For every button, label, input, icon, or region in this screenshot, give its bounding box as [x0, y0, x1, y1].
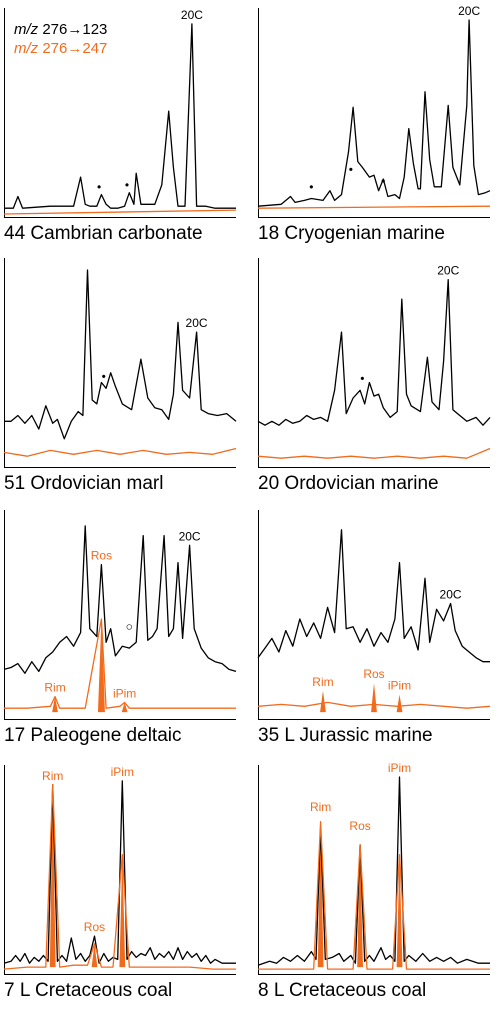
chart-plot-8: Rim Ros iPim: [257, 761, 490, 975]
legend-entry-123: m/z 276→123: [14, 20, 107, 39]
series-line-276-247: [257, 205, 491, 209]
chart-title: 18 Cryogenian marine: [258, 223, 445, 244]
shaded-peak-ipim: [396, 694, 403, 713]
chart-plot-2: 20C • • •: [257, 4, 491, 218]
series-line-276-247: [257, 447, 491, 459]
shaded-peak-ipim: [119, 854, 126, 968]
shaded-peak-ros: [97, 619, 105, 713]
peak-label-20c: 20C: [437, 264, 459, 278]
shaded-peak-rim: [317, 821, 324, 968]
chart-title: 51 Ordovician marl: [4, 473, 164, 494]
chart-title: 35 L Jurassic marine: [258, 725, 433, 746]
chart-plot-5: 20C Ros Rim iPim ○: [3, 510, 237, 720]
chart-panel-5: 20C Ros Rim iPim ○ 17 Paleogene deltaic: [3, 510, 237, 754]
legend-entry-247: m/z 276→247: [14, 39, 107, 58]
series-line-276-123: [4, 269, 237, 440]
chart-title: 17 Paleogene deltaic: [4, 725, 182, 746]
peak-label-20c: 20C: [179, 529, 201, 543]
legend-entry-123-label: 276→123: [38, 21, 108, 38]
filled-dot-marker: •: [125, 178, 129, 192]
series-line-276-123: [3, 780, 236, 964]
chart-title: 44 Cambrian carbonate: [4, 223, 203, 244]
peak-label-rim: Rim: [42, 769, 63, 783]
shaded-peak-rim: [52, 696, 58, 713]
peak-label-ipim: iPim: [388, 679, 411, 693]
filled-dot-marker: •: [102, 370, 106, 384]
series-line-276-247: [3, 784, 236, 970]
peak-label-rim: Rim: [44, 681, 65, 695]
series-line-276-247: [4, 618, 236, 709]
chart-title: 20 Ordovician marine: [258, 473, 439, 494]
shaded-peak-rim: [49, 784, 56, 968]
series-line-276-123: [3, 525, 237, 674]
chart-panel-8: Rim Ros iPim 8 L Cretaceous coal: [257, 761, 490, 1009]
peak-label-ipim: iPim: [388, 761, 411, 775]
shaded-peak-ros: [357, 844, 363, 968]
series-line-276-247: [3, 447, 237, 457]
filled-dot-marker: •: [360, 372, 364, 386]
peak-label-ros: Ros: [84, 920, 105, 934]
chart-panel-1: 20C • • 44 Cambrian carbonate: [3, 8, 237, 252]
peak-label-20c: 20C: [458, 4, 480, 18]
chart-plot-3: 20C •: [3, 258, 237, 468]
peak-label-ros: Ros: [91, 549, 112, 563]
series-line-276-123: [257, 776, 490, 966]
peak-label-20c: 20C: [181, 8, 203, 22]
series-line-276-247: [3, 209, 237, 215]
chart-panel-3: 20C • 51 Ordovician marl: [3, 258, 237, 502]
open-circle-marker: ○: [126, 620, 133, 634]
series-line-276-123: [257, 529, 490, 663]
chart-panel-2: 20C • • • 18 Cryogenian marine: [257, 4, 491, 252]
peak-label-rim: Rim: [312, 675, 333, 689]
peak-label-ros: Ros: [363, 667, 384, 681]
chart-plot-1: 20C • •: [3, 8, 237, 218]
series-line-276-247: [258, 820, 490, 970]
filled-dot-marker: •: [309, 180, 313, 194]
series-line-276-123: [257, 19, 491, 207]
shaded-peak-ros: [91, 943, 98, 968]
peak-label-ros: Ros: [349, 819, 370, 833]
peak-label-rim: Rim: [310, 800, 331, 814]
series-line-276-123: [4, 23, 236, 209]
chart-plot-4: 20C •: [257, 258, 491, 468]
filled-dot-marker: •: [381, 174, 385, 188]
filled-dot-marker: •: [349, 162, 353, 176]
peak-label-20c: 20C: [440, 587, 462, 601]
legend-entry-247-prefix: m/z: [14, 40, 39, 57]
legend-entry-247-label: 276→247: [38, 40, 108, 57]
chart-panel-7: Rim Ros iPim 7 L Cretaceous coal: [3, 765, 236, 1009]
shaded-peak-ros: [371, 683, 377, 713]
filled-dot-marker: •: [97, 180, 101, 194]
chart-title: 8 L Cretaceous coal: [258, 980, 427, 1001]
series-line-276-123: [257, 279, 491, 426]
chart-title: 7 L Cretaceous coal: [4, 980, 173, 1001]
legend-entry-123-prefix: m/z: [14, 21, 39, 38]
chart-plot-7: Rim Ros iPim: [3, 765, 236, 975]
chart-panel-6: 20C Rim Ros iPim 35 L Jurassic marine: [257, 510, 491, 754]
shaded-peak-rim: [320, 690, 326, 713]
shaded-peak-ipim: [396, 854, 403, 968]
shaded-peak-ipim: [121, 702, 128, 713]
peak-label-20c: 20C: [186, 316, 208, 330]
legend: m/z 276→123 m/z 276→247: [14, 20, 107, 58]
peak-label-ipim: iPim: [111, 765, 134, 779]
peak-label-ipim: iPim: [113, 686, 136, 700]
chart-panel-4: 20C • 20 Ordovician marine: [257, 258, 491, 502]
series-line-276-247: [257, 701, 491, 709]
